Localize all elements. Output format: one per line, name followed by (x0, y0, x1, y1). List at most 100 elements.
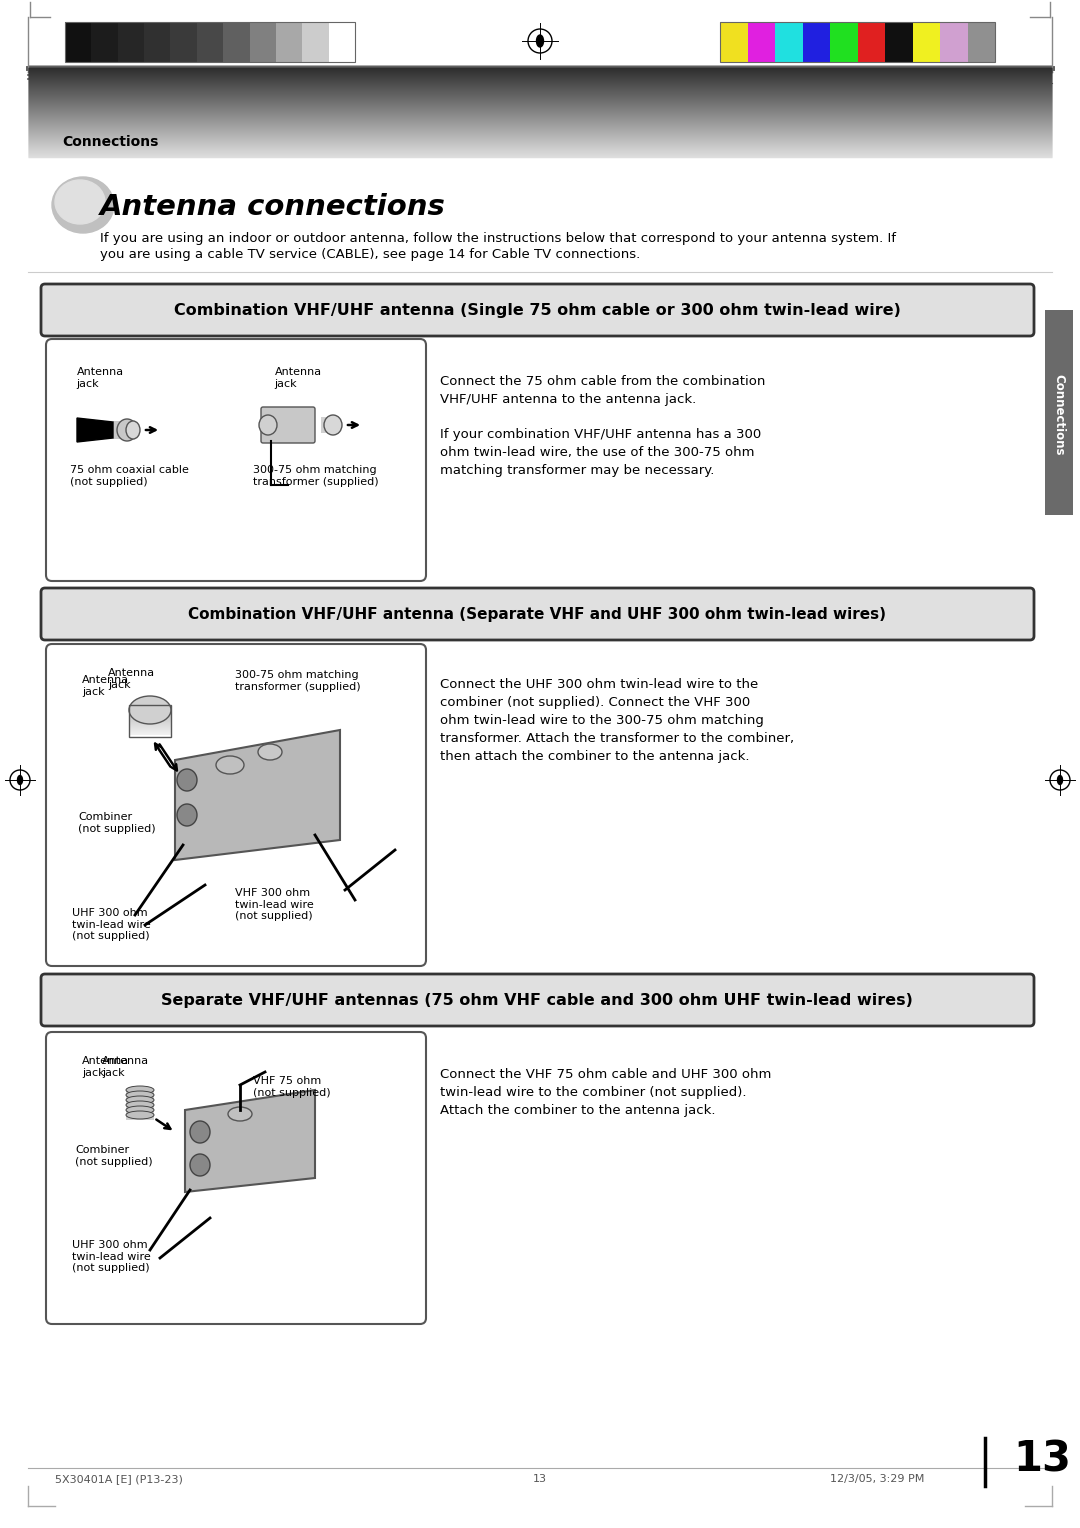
Ellipse shape (126, 1106, 154, 1114)
Bar (720, 21, 747, 63)
Bar (65, 21, 92, 63)
Bar (197, 21, 224, 63)
Ellipse shape (129, 695, 171, 724)
Text: VHF/UHF antenna to the antenna jack.: VHF/UHF antenna to the antenna jack. (440, 393, 697, 406)
Text: Separate VHF/UHF antennas (75 ohm VHF cable and 300 ohm UHF twin-lead wires): Separate VHF/UHF antennas (75 ohm VHF ca… (161, 993, 913, 1007)
Text: Connect the UHF 300 ohm twin-lead wire to the: Connect the UHF 300 ohm twin-lead wire t… (440, 678, 758, 691)
Ellipse shape (52, 177, 114, 232)
Text: Antenna connections: Antenna connections (100, 193, 446, 222)
Text: VHF 75 ohm
(not supplied): VHF 75 ohm (not supplied) (253, 1076, 330, 1097)
Text: If you are using an indoor or outdoor antenna, follow the instructions below tha: If you are using an indoor or outdoor an… (100, 232, 896, 244)
Text: 12/3/05, 3:29 PM: 12/3/05, 3:29 PM (831, 1475, 924, 1484)
Bar (802, 21, 831, 63)
Bar (144, 21, 171, 63)
Bar (302, 21, 328, 63)
FancyBboxPatch shape (46, 339, 426, 581)
Bar (249, 21, 275, 63)
Polygon shape (185, 1089, 315, 1192)
Text: Connections: Connections (1053, 374, 1066, 455)
Ellipse shape (126, 1086, 154, 1094)
Text: ohm twin-lead wire to the 300-75 ohm matching: ohm twin-lead wire to the 300-75 ohm mat… (440, 714, 764, 727)
Ellipse shape (126, 1111, 154, 1118)
Text: 5X30401A [E] (P13-23): 5X30401A [E] (P13-23) (55, 1475, 183, 1484)
FancyBboxPatch shape (41, 588, 1034, 640)
Bar (328, 21, 355, 63)
Bar (224, 21, 249, 63)
Bar (321, 417, 337, 432)
Text: Antenna
jack: Antenna jack (77, 367, 123, 388)
Text: you are using a cable TV service (CABLE), see page 14 for Cable TV connections.: you are using a cable TV service (CABLE)… (100, 248, 640, 261)
Ellipse shape (537, 35, 543, 47)
Text: UHF 300 ohm
twin-lead wire
(not supplied): UHF 300 ohm twin-lead wire (not supplied… (72, 1241, 151, 1273)
Text: Combination VHF/UHF antenna (Separate VHF and UHF 300 ohm twin-lead wires): Combination VHF/UHF antenna (Separate VH… (188, 607, 886, 622)
Text: 300-75 ohm matching
transformer (supplied): 300-75 ohm matching transformer (supplie… (253, 465, 379, 486)
Text: twin-lead wire to the combiner (not supplied).: twin-lead wire to the combiner (not supp… (440, 1086, 746, 1099)
Text: 300-75 ohm matching
transformer (supplied): 300-75 ohm matching transformer (supplie… (235, 669, 361, 692)
Ellipse shape (190, 1122, 210, 1143)
Bar (92, 21, 118, 63)
Text: Antenna
jack: Antenna jack (102, 1056, 149, 1077)
Text: Connect the 75 ohm cable from the combination: Connect the 75 ohm cable from the combin… (440, 374, 766, 388)
Bar (1045, 310, 1074, 515)
Text: Combination VHF/UHF antenna (Single 75 ohm cable or 300 ohm twin-lead wire): Combination VHF/UHF antenna (Single 75 o… (174, 303, 901, 318)
Ellipse shape (117, 419, 137, 442)
Text: transformer. Attach the transformer to the combiner,: transformer. Attach the transformer to t… (440, 732, 794, 746)
Ellipse shape (126, 1091, 154, 1099)
Text: Antenna
jack: Antenna jack (274, 367, 322, 388)
Text: UHF 300 ohm
twin-lead wire
(not supplied): UHF 300 ohm twin-lead wire (not supplied… (72, 908, 151, 941)
Bar (720, 21, 995, 63)
Ellipse shape (177, 804, 197, 827)
Ellipse shape (177, 769, 197, 792)
Text: 13: 13 (1013, 1439, 1071, 1481)
Polygon shape (175, 730, 340, 860)
Polygon shape (77, 419, 113, 442)
Text: Antenna
jack: Antenna jack (82, 675, 130, 697)
FancyBboxPatch shape (41, 284, 1034, 336)
Text: Connect the VHF 75 ohm cable and UHF 300 ohm: Connect the VHF 75 ohm cable and UHF 300… (440, 1068, 771, 1080)
Bar (885, 21, 913, 63)
Text: combiner (not supplied). Connect the VHF 300: combiner (not supplied). Connect the VHF… (440, 695, 751, 709)
Ellipse shape (258, 744, 282, 759)
Ellipse shape (126, 422, 140, 439)
Ellipse shape (126, 1096, 154, 1105)
Bar (275, 21, 302, 63)
FancyBboxPatch shape (261, 406, 315, 443)
Text: 75 ohm coaxial cable
(not supplied): 75 ohm coaxial cable (not supplied) (70, 465, 189, 486)
Ellipse shape (55, 180, 105, 225)
Ellipse shape (17, 776, 23, 784)
Bar (126, 1089, 154, 1120)
Text: Attach the combiner to the antenna jack.: Attach the combiner to the antenna jack. (440, 1105, 715, 1117)
Bar (171, 21, 197, 63)
Text: Antenna
jack: Antenna jack (108, 668, 156, 689)
Text: then attach the combiner to the antenna jack.: then attach the combiner to the antenna … (440, 750, 750, 762)
Bar (113, 422, 131, 439)
Bar (129, 704, 171, 736)
Text: If your combination VHF/UHF antenna has a 300: If your combination VHF/UHF antenna has … (440, 428, 761, 442)
Bar (913, 21, 940, 63)
Ellipse shape (190, 1154, 210, 1177)
Bar (747, 21, 775, 63)
Text: Antenna
jack: Antenna jack (82, 1056, 130, 1077)
Bar (968, 21, 995, 63)
Bar (118, 21, 144, 63)
Ellipse shape (126, 1102, 154, 1109)
Text: VHF 300 ohm
twin-lead wire
(not supplied): VHF 300 ohm twin-lead wire (not supplied… (235, 888, 314, 921)
Text: Connections: Connections (62, 134, 159, 150)
Bar (940, 21, 968, 63)
Ellipse shape (228, 1106, 252, 1122)
FancyBboxPatch shape (46, 1031, 426, 1323)
Bar (775, 21, 802, 63)
Text: matching transformer may be necessary.: matching transformer may be necessary. (440, 465, 714, 477)
Ellipse shape (259, 416, 276, 435)
Text: Combiner
(not supplied): Combiner (not supplied) (75, 1144, 152, 1166)
Bar (65, 21, 355, 63)
Text: ohm twin-lead wire, the use of the 300-75 ohm: ohm twin-lead wire, the use of the 300-7… (440, 446, 755, 458)
Ellipse shape (1057, 776, 1063, 784)
Ellipse shape (324, 416, 342, 435)
Bar (858, 21, 885, 63)
Text: Combiner
(not supplied): Combiner (not supplied) (78, 811, 156, 834)
Bar (831, 21, 858, 63)
FancyBboxPatch shape (41, 973, 1034, 1025)
Ellipse shape (216, 756, 244, 775)
FancyBboxPatch shape (46, 643, 426, 966)
